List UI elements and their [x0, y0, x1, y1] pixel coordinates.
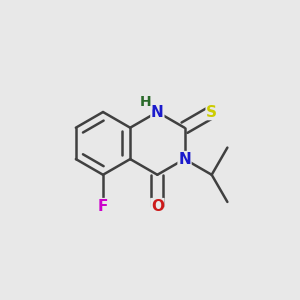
Text: N: N [178, 152, 191, 166]
Text: H: H [140, 95, 152, 109]
Text: F: F [98, 199, 108, 214]
Text: O: O [151, 199, 164, 214]
Text: N: N [151, 104, 164, 119]
Text: S: S [206, 104, 217, 119]
